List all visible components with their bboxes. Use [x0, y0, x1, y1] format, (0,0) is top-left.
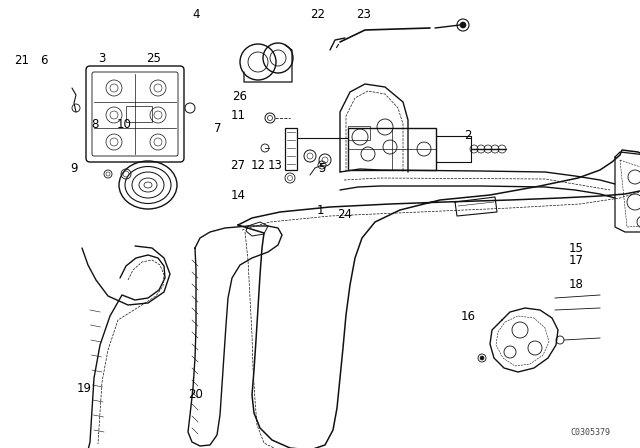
Text: 23: 23: [356, 8, 371, 21]
Text: 3: 3: [99, 52, 106, 65]
Text: 27: 27: [230, 159, 246, 172]
Circle shape: [460, 22, 466, 28]
Text: 11: 11: [230, 108, 246, 121]
Text: 12: 12: [250, 159, 266, 172]
Text: 21: 21: [15, 53, 29, 66]
FancyBboxPatch shape: [86, 66, 184, 162]
Bar: [126, 106, 152, 122]
Text: 20: 20: [189, 388, 204, 401]
Bar: [285, 128, 297, 170]
Text: 25: 25: [147, 52, 161, 65]
Text: 4: 4: [192, 8, 200, 21]
Text: 1: 1: [316, 203, 324, 216]
Text: 8: 8: [92, 117, 99, 130]
Text: 6: 6: [40, 53, 48, 66]
Text: 14: 14: [230, 189, 246, 202]
Text: 2: 2: [464, 129, 472, 142]
Text: 17: 17: [568, 254, 584, 267]
Text: 10: 10: [116, 117, 131, 130]
Text: 24: 24: [337, 207, 353, 220]
Text: 22: 22: [310, 8, 326, 21]
Text: 26: 26: [232, 90, 248, 103]
Text: 16: 16: [461, 310, 476, 323]
Circle shape: [480, 356, 484, 360]
Text: 13: 13: [268, 159, 282, 172]
Text: 19: 19: [77, 382, 92, 395]
Text: 15: 15: [568, 241, 584, 254]
Text: 9: 9: [70, 161, 77, 175]
Text: C0305379: C0305379: [570, 427, 610, 436]
Bar: [348, 126, 370, 140]
Bar: [348, 128, 436, 170]
Text: 5: 5: [318, 161, 326, 175]
Text: 7: 7: [214, 121, 221, 134]
Text: 18: 18: [568, 277, 584, 290]
